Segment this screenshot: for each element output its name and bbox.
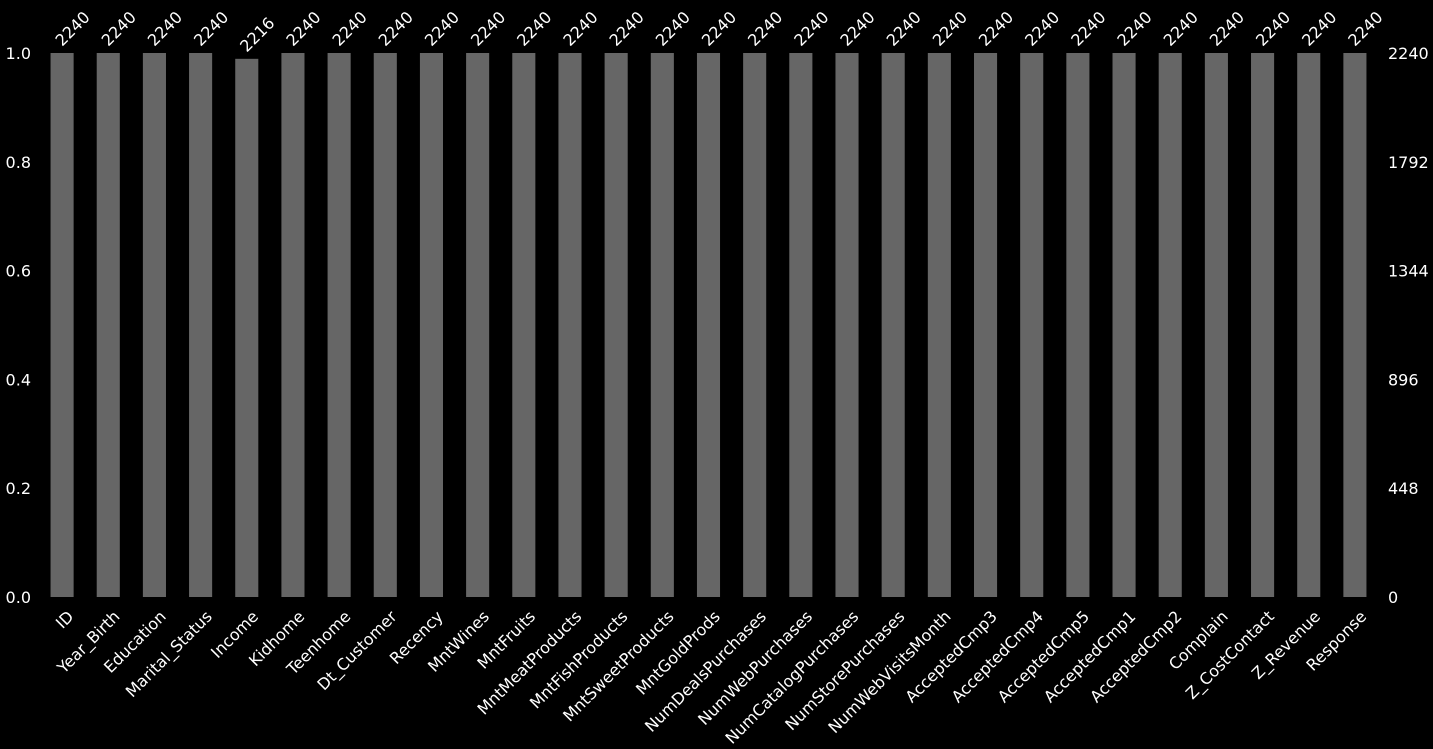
y-tick-label: 0.4 [6, 370, 31, 389]
y-tick-label: 0.6 [6, 262, 31, 281]
bar [1343, 53, 1367, 597]
value-label: 2240 [144, 8, 186, 50]
bar [1297, 53, 1321, 597]
bar [189, 53, 213, 597]
value-label: 2240 [375, 8, 417, 50]
value-label: 2240 [329, 8, 371, 50]
value-label: 2240 [698, 8, 740, 50]
bar [650, 53, 674, 597]
value-label: 2240 [190, 8, 232, 50]
y2-tick-label: 896 [1388, 370, 1419, 389]
bar [743, 53, 767, 597]
bar [142, 53, 166, 597]
value-label: 2240 [790, 8, 832, 50]
bar [373, 53, 397, 597]
bar [466, 53, 490, 597]
y-tick-label: 0.8 [6, 153, 31, 172]
bar [1204, 53, 1228, 597]
bar [789, 53, 813, 597]
value-label: 2240 [513, 8, 555, 50]
value-label: 2240 [467, 8, 509, 50]
value-label: 2240 [883, 8, 925, 50]
bar [281, 53, 305, 597]
y-tick-label: 0.2 [6, 479, 31, 498]
value-label: 2240 [1113, 8, 1155, 50]
y-tick-label: 1.0 [6, 44, 31, 63]
bar [1020, 53, 1044, 597]
y2-tick-label: 448 [1388, 479, 1419, 498]
value-label: 2240 [606, 8, 648, 50]
bar [835, 53, 859, 597]
bar [696, 53, 721, 597]
bar [604, 53, 628, 597]
y-tick-label: 0.0 [6, 588, 31, 607]
value-label: 2240 [421, 8, 463, 50]
value-label: 2240 [975, 8, 1017, 50]
value-label: 2240 [559, 8, 601, 50]
y2-tick-label: 0 [1388, 588, 1398, 607]
value-label: 2240 [929, 8, 971, 50]
bar [881, 53, 905, 597]
value-label: 2240 [1344, 8, 1386, 50]
bar [327, 53, 351, 597]
x-tick-label: Marital_Status [122, 607, 217, 702]
value-label: 2240 [51, 8, 93, 50]
value-label: 2240 [98, 8, 140, 50]
bar [558, 53, 582, 597]
value-label: 2240 [1252, 8, 1294, 50]
bar [50, 53, 74, 597]
x-tick-label: ID [52, 607, 77, 632]
y2-tick-label: 1344 [1388, 262, 1429, 281]
value-label: 2240 [652, 8, 694, 50]
bar [1112, 53, 1136, 597]
bar [973, 53, 998, 597]
bar [235, 58, 259, 598]
value-label: 2240 [1160, 8, 1202, 50]
value-label: 2216 [236, 13, 278, 55]
value-label: 2240 [744, 8, 786, 50]
bar [1066, 53, 1090, 597]
bar [1251, 53, 1275, 597]
value-label: 2240 [282, 8, 324, 50]
value-label: 2240 [836, 8, 878, 50]
bar [419, 53, 444, 597]
bar [1158, 53, 1182, 597]
bar [96, 53, 120, 597]
y2-tick-label: 2240 [1388, 44, 1429, 63]
value-label: 2240 [1206, 8, 1248, 50]
y2-tick-label: 1792 [1388, 153, 1429, 172]
value-label: 2240 [1298, 8, 1340, 50]
value-label: 2240 [1067, 8, 1109, 50]
bar [512, 53, 536, 597]
bar [927, 53, 951, 597]
value-label: 2240 [1021, 8, 1063, 50]
